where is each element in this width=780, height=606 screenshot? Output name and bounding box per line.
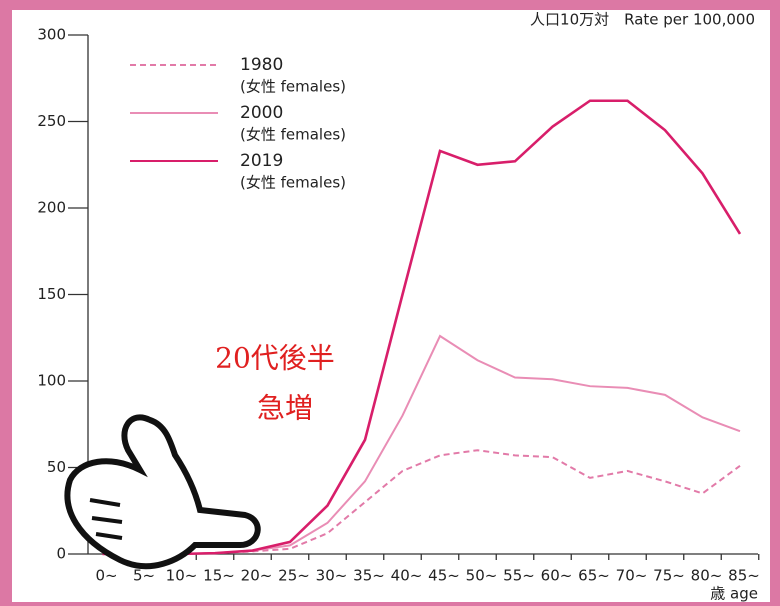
y-tick-label: 100	[37, 372, 66, 390]
y-tick-label: 300	[37, 26, 66, 44]
x-axis-label: 歳 age	[710, 585, 758, 603]
x-tick-label: 75~	[653, 567, 685, 585]
hand-icon	[64, 414, 261, 570]
x-tick-label: 50~	[466, 567, 498, 585]
x-tick-label: 65~	[578, 567, 610, 585]
series-line	[102, 99, 742, 556]
y-tick-label: 0	[56, 545, 66, 563]
annotation: 急増	[257, 392, 313, 425]
y-tick-label: 200	[37, 199, 66, 217]
x-tick-label: 80~	[691, 567, 723, 585]
x-tick-label: 20~	[241, 567, 273, 585]
y-tick-label: 150	[37, 285, 66, 303]
x-tick-label: 60~	[541, 567, 573, 585]
x-tick-label: 45~	[428, 567, 460, 585]
y-tick-label: 50	[47, 458, 66, 476]
x-tick-label: 40~	[391, 567, 423, 585]
x-tick-label: 70~	[616, 567, 648, 585]
annotation: 20代後半	[215, 342, 335, 375]
x-tick-label: 0~	[95, 567, 117, 585]
x-tick-label: 35~	[353, 567, 385, 585]
legend-label: 2019	[240, 151, 283, 171]
x-tick-label: 5~	[133, 567, 155, 585]
chart-title: 人口10万対 Rate per 100,000	[530, 11, 755, 29]
x-tick-label: 55~	[503, 567, 535, 585]
legend-note: (女性 females)	[240, 174, 346, 192]
x-tick-label: 15~	[203, 567, 235, 585]
legend-label: 1980	[240, 55, 283, 75]
x-tick-label: 25~	[278, 567, 310, 585]
legend-label: 2000	[240, 103, 283, 123]
x-tick-label: 10~	[166, 567, 198, 585]
legend-note: (女性 females)	[240, 126, 346, 144]
x-tick-label: 85~	[728, 567, 760, 585]
x-tick-label: 30~	[316, 567, 348, 585]
legend-note: (女性 females)	[240, 78, 346, 96]
y-tick-label: 250	[37, 112, 66, 130]
